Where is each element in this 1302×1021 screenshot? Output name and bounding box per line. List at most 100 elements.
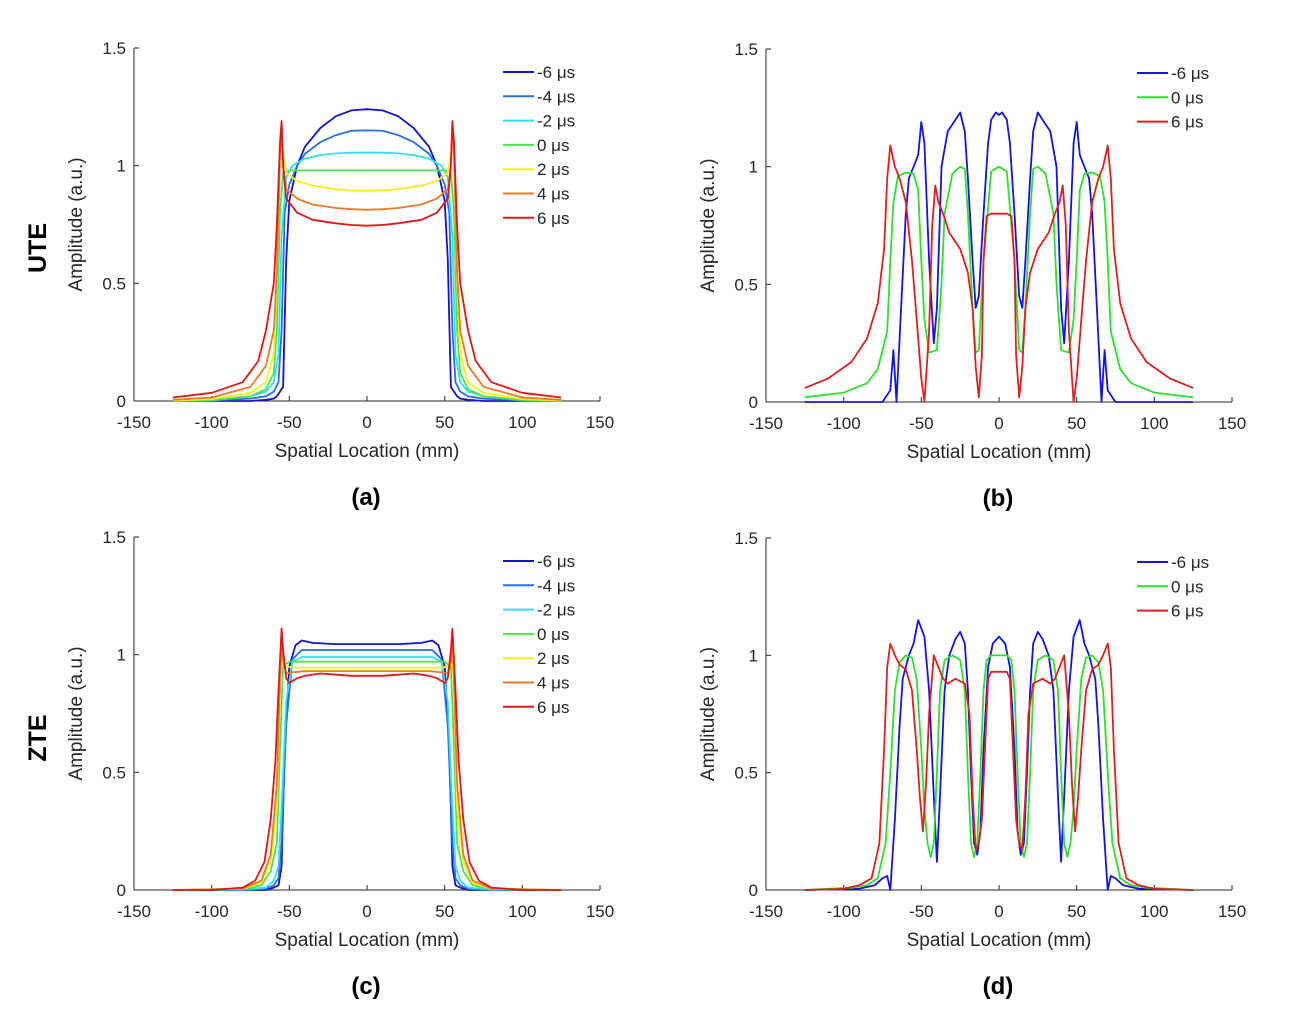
panel-caption: (a) [351,484,380,511]
y-tick-label: 1 [117,157,126,176]
x-axis-label: Spatial Location (mm) [275,441,460,462]
series-line [172,122,562,401]
legend-label: -6 μs [1171,553,1209,572]
x-tick-label: -100 [827,414,861,433]
panel-c: -150 -100 -50 0 50 100 150 0 0.5 1 1.5 Spatial Loca… [66,528,614,1000]
series-line [172,656,562,891]
x-tick-label: 0 [362,413,371,432]
legend-label: -4 μs [537,87,575,106]
legend-label: 6 μs [537,698,569,717]
x-tick-label: -50 [909,902,934,921]
legend-label: 6 μs [1171,113,1203,132]
panel-b: -150 -100 -50 0 50 100 150 0 0.5 1 1.5 Spatial Loca… [698,40,1246,512]
series-line [172,108,562,402]
panel-caption: (d) [983,973,1014,1000]
legend-label: -6 μs [537,552,575,571]
x-axis-label: Spatial Location (mm) [275,930,460,951]
y-tick-label: 0 [749,393,758,412]
legend-label: 0 μs [537,625,569,644]
x-tick-label: 100 [1140,414,1168,433]
legend-label: 4 μs [537,674,569,693]
series-line [172,637,562,891]
x-tick-label: -100 [195,413,229,432]
series-line [804,654,1194,891]
legend-label: -2 μs [537,112,575,131]
y-tick-label: 0.5 [102,274,126,293]
x-tick-label: 150 [1218,902,1246,921]
y-axis-label: Amplitude (a.u.) [698,647,719,781]
x-tick-label: 150 [1218,414,1246,433]
panel-caption: (b) [983,485,1014,512]
legend-label: 0 μs [537,136,569,155]
x-tick-label: -150 [117,902,151,921]
x-tick-label: 50 [1067,414,1086,433]
y-tick-label: 1 [117,646,126,665]
series-line [804,619,1194,891]
x-tick-label: 100 [508,413,536,432]
series-line [172,639,562,891]
x-tick-label: 100 [1140,902,1168,921]
series-line [172,649,562,891]
legend-label: 2 μs [537,649,569,668]
legend-label: 6 μs [537,209,569,228]
series-line [804,144,1194,403]
series-line [804,165,1194,399]
x-tick-label: 50 [1067,902,1086,921]
y-tick-label: 0 [749,881,758,900]
series-line [172,169,562,402]
series-line [804,642,1194,891]
y-axis-label: Amplitude (a.u.) [66,646,87,780]
x-tick-label: -150 [117,413,151,432]
series-line [172,660,562,891]
legend-label: -6 μs [537,63,575,82]
y-tick-label: 1 [749,646,758,665]
x-tick-label: -100 [195,902,229,921]
legend-label: -4 μs [537,576,575,595]
legend-label: 6 μs [1171,602,1203,621]
y-tick-label: 1.5 [102,528,126,547]
panel-a: -150 -100 -50 0 50 100 150 0 0.5 1 1.5 Spatial Loca… [66,39,614,511]
x-tick-label: 50 [435,902,454,921]
x-tick-label: -100 [827,902,861,921]
x-tick-label: 150 [586,413,614,432]
x-tick-label: 0 [362,902,371,921]
x-tick-label: -50 [277,413,302,432]
legend-label: 2 μs [537,160,569,179]
series-line [804,111,1194,403]
x-tick-label: 0 [994,414,1003,433]
panel-d: -150 -100 -50 0 50 100 150 0 0.5 1 1.5 Spatial Loca… [698,529,1246,1000]
y-tick-label: 0 [117,392,126,411]
x-tick-label: -50 [909,414,934,433]
x-tick-label: 150 [586,902,614,921]
legend-label: 0 μs [1171,88,1203,107]
x-tick-label: -150 [749,414,783,433]
series-line [172,653,562,891]
y-tick-label: 0.5 [734,275,758,294]
x-axis-label: Spatial Location (mm) [907,442,1092,463]
series-line [172,627,562,891]
y-axis-label: Amplitude (a.u.) [698,158,719,292]
legend-label: -6 μs [1171,64,1209,83]
legend-label: 0 μs [1171,577,1203,596]
y-tick-label: 1.5 [734,40,758,59]
x-tick-label: 100 [508,902,536,921]
y-tick-label: 0 [117,881,126,900]
row-label-zte: ZTE [24,714,52,761]
x-axis-label: Spatial Location (mm) [907,930,1092,951]
y-tick-label: 0.5 [102,763,126,782]
panel-caption: (c) [351,973,380,1000]
y-tick-label: 1 [749,158,758,177]
series-line [172,120,562,399]
y-tick-label: 1.5 [102,39,126,58]
row-label-ute: UTE [24,223,52,273]
legend-label: 4 μs [537,185,569,204]
series-line [172,129,562,402]
x-tick-label: -50 [277,902,302,921]
legend-label: -2 μs [537,601,575,620]
x-tick-label: 50 [435,413,454,432]
series-line [172,151,562,402]
y-axis-label: Amplitude (a.u.) [66,157,87,291]
x-tick-label: 0 [994,902,1003,921]
y-tick-label: 1.5 [734,529,758,548]
